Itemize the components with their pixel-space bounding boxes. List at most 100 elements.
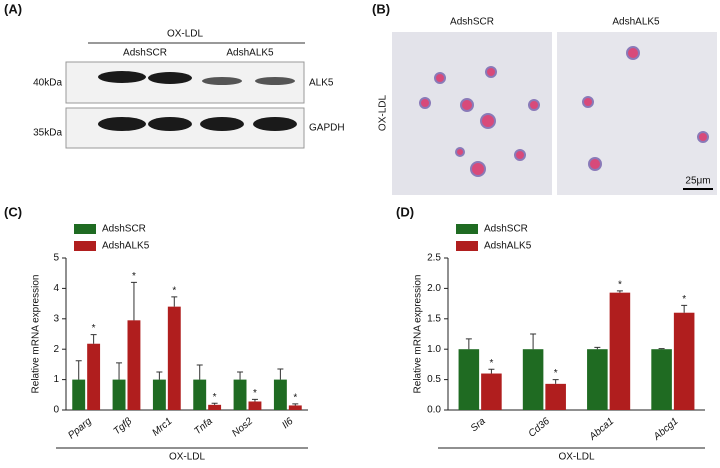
group-label: OX-LDL	[167, 29, 204, 40]
y-tick-label: 1.5	[427, 313, 441, 324]
y-tick-label: 1.0	[427, 344, 441, 355]
error-bar	[116, 362, 123, 380]
x-tick-label: Cd36	[527, 416, 553, 440]
error-bar	[75, 360, 82, 380]
protein-label: GAPDH	[309, 123, 345, 134]
y-tick-label: 1	[53, 374, 59, 385]
error-bar	[681, 304, 688, 313]
panel-label: (C)	[4, 204, 22, 219]
error-bar	[277, 368, 284, 380]
bar	[273, 379, 287, 410]
significance: *	[618, 279, 622, 290]
significance: *	[682, 294, 686, 305]
bar	[208, 404, 222, 410]
x-tick-label: Abcg1	[651, 416, 681, 443]
legend-label: AdshALK5	[484, 241, 532, 252]
column-label: AdshALK5	[612, 17, 660, 28]
error-bar	[130, 281, 137, 321]
legend-label: AdshSCR	[102, 224, 146, 235]
protein-label: ALK5	[309, 78, 334, 89]
bar	[72, 379, 86, 410]
bar	[673, 312, 695, 410]
panel-label: (D)	[396, 204, 414, 219]
x-tick-label: Pparg	[66, 416, 94, 442]
x-axis-label: OX-LDL	[169, 452, 206, 463]
error-bar	[594, 346, 601, 350]
bands	[98, 71, 297, 131]
legend-swatch	[456, 224, 478, 234]
bar	[609, 292, 631, 410]
x-tick-label: Abca1	[587, 416, 617, 443]
y-tick-label: 5	[53, 253, 59, 264]
legend-label: AdshALK5	[102, 241, 150, 252]
x-tick-label: Tgfβ	[112, 416, 135, 438]
error-bar	[251, 398, 258, 402]
bar	[233, 379, 247, 410]
bar	[127, 320, 141, 410]
legend-swatch	[74, 224, 96, 234]
y-tick-label: 2.5	[427, 253, 441, 264]
bar	[288, 405, 302, 410]
significance: *	[253, 388, 257, 399]
x-tick-label: Il6	[280, 416, 295, 431]
scale-label: 25μm	[685, 176, 710, 187]
panel-label: (A)	[4, 1, 22, 16]
x-tick-label: Nos2	[230, 416, 255, 440]
x-tick-label: Mrc1	[150, 416, 174, 439]
y-tick-label: 0	[53, 405, 59, 416]
significance: *	[132, 271, 136, 282]
error-bar	[156, 371, 163, 380]
bar	[152, 379, 166, 410]
y-tick-label: 2	[53, 344, 59, 355]
marker-label: 35kDa	[33, 128, 62, 139]
error-bar	[90, 334, 97, 344]
panel-label: (B)	[372, 1, 390, 16]
error-bar	[196, 364, 203, 380]
significance: *	[92, 323, 96, 334]
significance: *	[213, 392, 217, 403]
error-bar	[237, 371, 244, 380]
legend-label: AdshSCR	[484, 224, 528, 235]
error-bar	[552, 379, 559, 384]
bar	[651, 349, 672, 410]
bar	[112, 379, 126, 410]
legend-swatch	[456, 241, 478, 251]
error-bar	[530, 333, 537, 350]
bar	[522, 349, 544, 410]
error-bar	[488, 368, 495, 374]
error-bar	[211, 402, 218, 405]
cells	[419, 46, 709, 177]
y-tick-label: 4	[53, 283, 59, 294]
row-label: OX-LDL	[378, 95, 389, 132]
bar	[248, 401, 262, 410]
significance: *	[293, 393, 297, 404]
x-tick-label: Sra	[469, 416, 488, 435]
y-tick-label: 0.5	[427, 374, 441, 385]
bar	[458, 349, 480, 410]
y-axis-label: Relative mRNA expression	[413, 275, 424, 394]
y-tick-label: 2.0	[427, 283, 441, 294]
significance: *	[554, 368, 558, 379]
y-tick-label: 0.0	[427, 405, 441, 416]
bar	[587, 349, 608, 410]
significance: *	[172, 286, 176, 297]
column-label: AdshSCR	[450, 17, 494, 28]
lane-label: AdshALK5	[226, 48, 274, 59]
error-bar	[171, 296, 178, 307]
x-tick-label: Tnfa	[192, 416, 215, 438]
bar	[167, 306, 181, 410]
bar	[87, 343, 101, 410]
marker-label: 40kDa	[33, 78, 62, 89]
y-tick-label: 3	[53, 313, 59, 324]
error-bar	[616, 290, 623, 293]
error-bar	[465, 338, 472, 350]
legend-swatch	[74, 241, 96, 251]
error-bar	[658, 348, 665, 350]
micrograph	[557, 32, 717, 195]
lane-label: AdshSCR	[123, 48, 167, 59]
bar	[481, 373, 502, 410]
y-axis-label: Relative mRNA expression	[31, 275, 42, 394]
bar	[545, 383, 566, 410]
bar	[193, 379, 207, 410]
